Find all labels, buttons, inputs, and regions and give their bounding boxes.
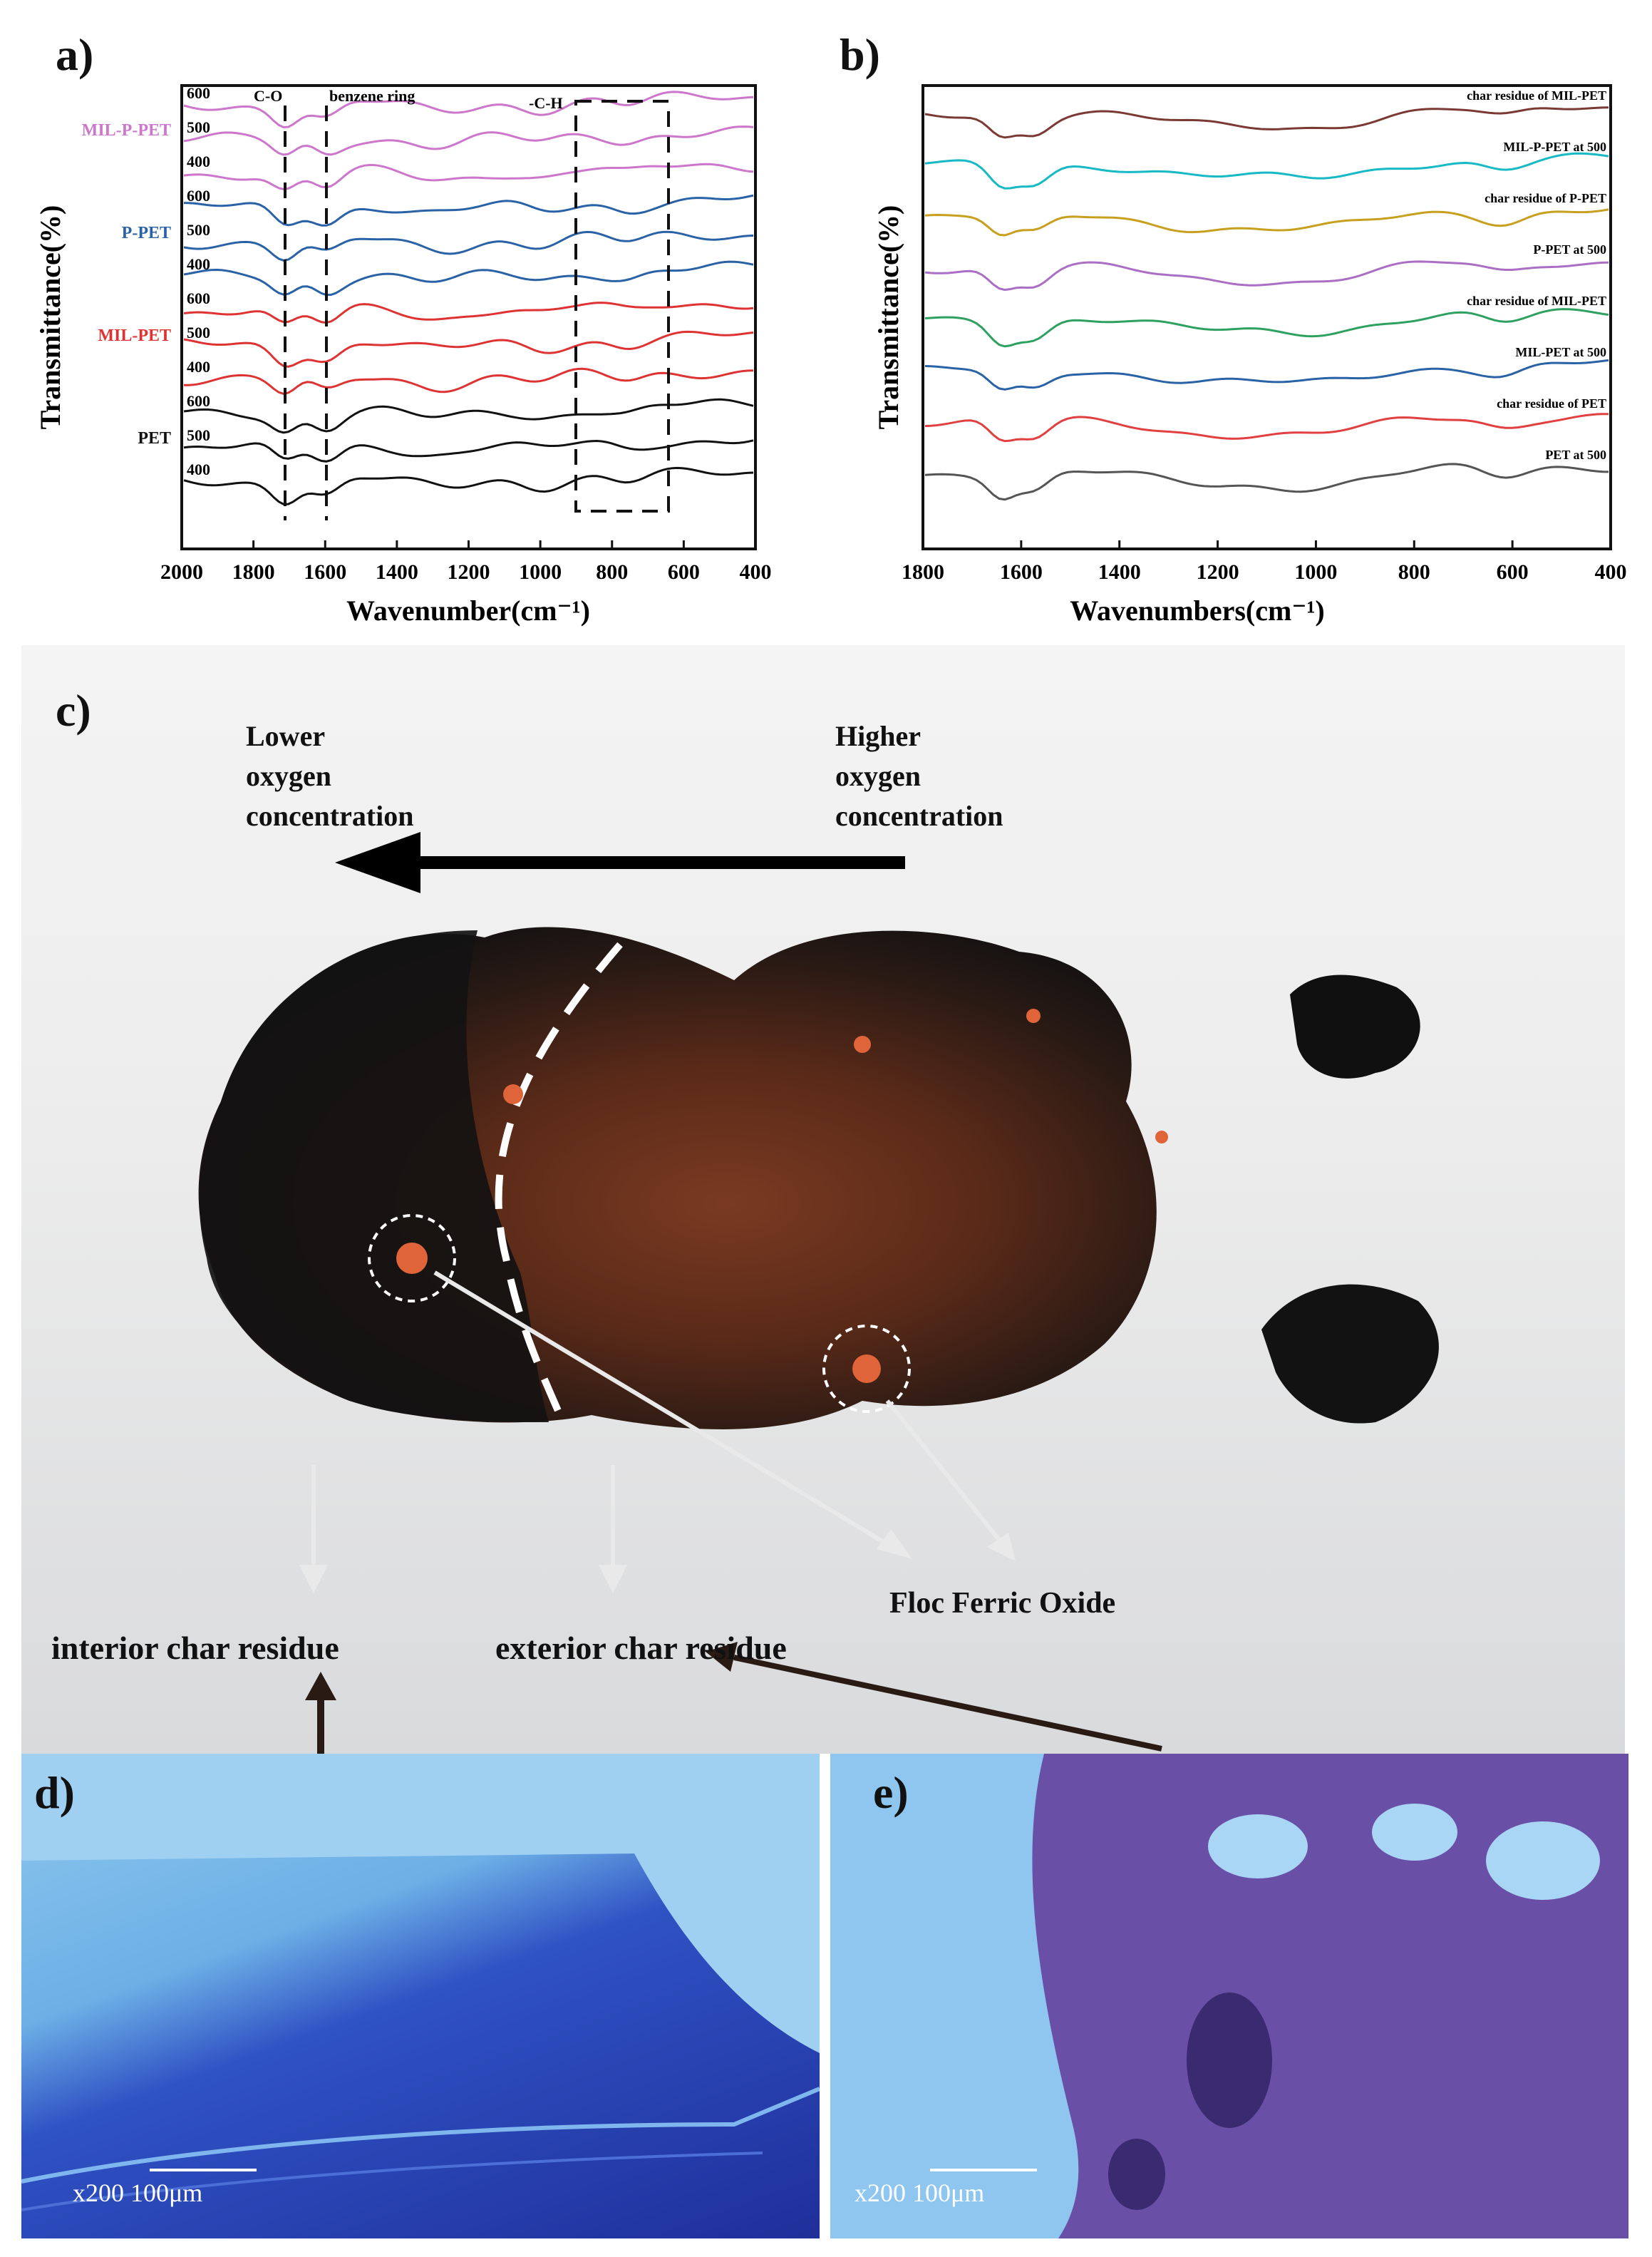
chart-a-xtick-label: 1400: [376, 560, 418, 584]
small-char-fragment-2: [1261, 1284, 1439, 1424]
char-residue-illustration: [198, 832, 1439, 1754]
chart-a-series-line: [183, 125, 754, 156]
chart-a-temp-label: 500: [187, 221, 210, 239]
benzene-annotation: benzene ring: [329, 87, 415, 105]
chart-b-xtick-label: 400: [1595, 560, 1627, 584]
chart-a-xtick-label: 1200: [448, 560, 490, 584]
chart-a-ylabel: Transmittance(%): [34, 205, 66, 430]
chart-a-series-line: [183, 398, 754, 434]
floc-highlight-circle-1: [368, 1214, 456, 1302]
chart-a-series-line: [183, 91, 754, 129]
scale-bar-d: [150, 2169, 257, 2171]
char-residue-photo: c) Lower oxygen concentration Higher oxygen…: [21, 645, 1625, 1754]
chart-a-group-label: MIL-PET: [98, 327, 171, 345]
chart-a-temp-label: 600: [187, 187, 210, 205]
chart-a-temp-label: 500: [187, 118, 210, 136]
chart-b-series-line: [924, 152, 1609, 190]
chart-b-series-line: [924, 359, 1609, 391]
exterior-micrograph: e) x200 100μm: [830, 1754, 1628, 2238]
exterior-micro-arrow: [733, 1655, 1162, 1752]
chart-b-series-line: [924, 106, 1609, 139]
chart-a-xtick-label: 1800: [232, 560, 275, 584]
chart-b-series-line: [924, 413, 1609, 443]
chart-b-series-line: [924, 463, 1609, 501]
chart-a-temp-label: 400: [187, 358, 210, 376]
floc-pointer-1: [433, 1270, 899, 1553]
chart-b-frame: [921, 84, 1612, 550]
chart-a-series-line: [183, 466, 754, 505]
interior-micrograph: d) x200 100μm: [21, 1754, 820, 2238]
floc-highlight-circle-2: [822, 1325, 911, 1413]
chart-a-series-line: [183, 439, 754, 463]
chart-b-series-label: PET at 500: [1545, 448, 1606, 462]
chart-b-series-line: [924, 208, 1609, 237]
scale-bar-e: [930, 2169, 1037, 2171]
chart-b-xtick-label: 800: [1398, 560, 1430, 584]
scale-text-d: x200 100μm: [73, 2179, 203, 2207]
floc-pointer-2: [885, 1399, 1007, 1548]
ch-annotation: -C-H: [529, 94, 563, 112]
chart-a-series-line: [183, 330, 754, 368]
chart-b-xtick-label: 1400: [1098, 560, 1141, 584]
chart-a-series-line: [183, 194, 754, 227]
chart-b-xtick-label: 1200: [1197, 560, 1239, 584]
interior-char-label: interior char residue: [51, 1630, 339, 1666]
chart-b-xtick-label: 1800: [902, 560, 944, 584]
chart-a-group-label: P-PET: [122, 224, 171, 242]
chart-a-xtick-label: 600: [668, 560, 700, 584]
chart-a-temp-label: 400: [187, 255, 210, 273]
chart-a-temp-label: 600: [187, 84, 210, 102]
chart-b-series-label: char residue of P-PET: [1485, 191, 1606, 205]
chart-b-xtick-label: 1000: [1294, 560, 1337, 584]
chart-b-series-line: [924, 260, 1609, 292]
panel-b-label: b): [840, 29, 880, 80]
chart-a-xlabel: Wavenumber(cm⁻¹): [346, 595, 590, 627]
panel-c-label: c): [56, 685, 91, 736]
oxygen-arrow-head: [335, 832, 420, 893]
chart-b: 1800 1600 1400 1200 1000 800 600 400 char resid…: [872, 84, 1627, 627]
chart-a-xtick-label: 1600: [304, 560, 346, 584]
panel-e-label: e): [873, 1767, 909, 1818]
chart-a-temp-label: 600: [187, 289, 210, 307]
chart-a-series-line: [183, 302, 754, 324]
chart-b-series-line: [924, 308, 1609, 348]
small-char-fragment-1: [1290, 975, 1420, 1079]
ch-region-box: [574, 100, 670, 513]
lower-oxygen-label: Lower oxygen concentration: [246, 720, 414, 832]
chart-b-series-label: char residue of PET: [1497, 396, 1606, 411]
chart-a-xtick-label: 800: [596, 560, 628, 584]
chart-a-temp-label: 400: [187, 461, 210, 478]
chart-b-xtick-label: 600: [1497, 560, 1529, 584]
chart-b-series-label: char residue of MIL-PET: [1467, 294, 1606, 308]
interior-dark-region: [199, 930, 549, 1422]
higher-oxygen-label: Higher oxygen concentration: [835, 720, 1003, 832]
chart-b-series-label: MIL-P-PET at 500: [1503, 140, 1606, 154]
chart-a-xtick-label: 1000: [519, 560, 562, 584]
chart-b-series-label: char residue of MIL-PET: [1467, 88, 1606, 103]
chart-a-temp-label: 600: [187, 392, 210, 410]
panel-d-label: d): [34, 1767, 75, 1818]
chart-a-series-line: [183, 163, 754, 190]
exterior-char-label: exterior char residue: [495, 1630, 787, 1666]
chart-b-xlabel: Wavenumbers(cm⁻¹): [1070, 595, 1325, 627]
chart-a-series-line: [184, 367, 754, 395]
chart-b-ylabel: Transmittance(%): [872, 205, 904, 430]
co-annotation: C-O: [254, 87, 282, 105]
chart-a-xtick-label: 2000: [160, 560, 203, 584]
chart-a-xtick-label: 400: [740, 560, 772, 584]
scale-text-e: x200 100μm: [855, 2179, 985, 2207]
chart-a-temp-label: 400: [187, 153, 210, 170]
chart-b-series-label: P-PET at 500: [1533, 242, 1606, 257]
chart-b-series-label: MIL-PET at 500: [1515, 345, 1606, 359]
chart-a-series-line: [183, 230, 754, 262]
panel-a-label: a): [56, 29, 94, 80]
chart-a: 2000 1800 1600 1400 1200 1000 800 600 400 600 500…: [34, 84, 772, 627]
chart-a-group-label: PET: [138, 429, 171, 448]
chart-a-group-label: MIL-P-PET: [82, 121, 171, 140]
chart-b-xtick-label: 1600: [1000, 560, 1043, 584]
floc-ferric-oxide-label: Floc Ferric Oxide: [889, 1587, 1116, 1620]
chart-a-series-line: [183, 260, 754, 297]
chart-a-temp-label: 500: [187, 324, 210, 341]
chart-a-temp-label: 500: [187, 426, 210, 444]
